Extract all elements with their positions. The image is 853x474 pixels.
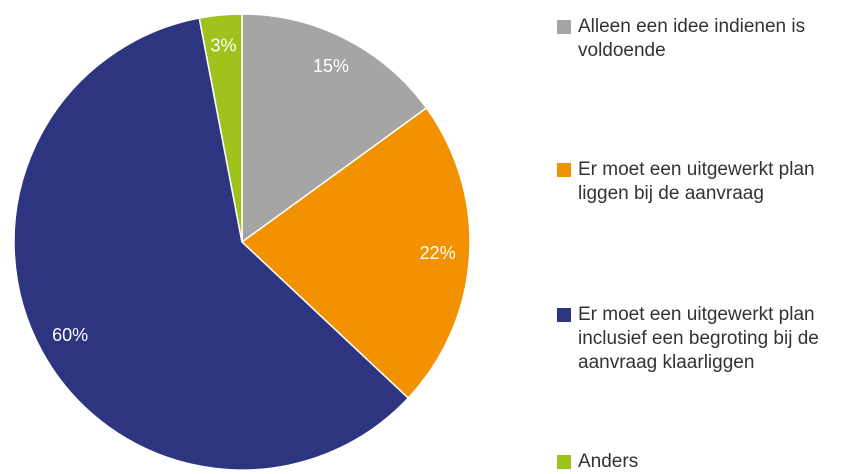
pie-label: 3% (211, 36, 237, 56)
pie-slice (241, 13, 428, 244)
pie-label: 15% (313, 56, 349, 76)
pie: 15% 22% 60% 3% (13, 13, 471, 471)
legend-item: Anders (557, 450, 849, 474)
pie-label: 22% (420, 243, 456, 263)
pie-slice (240, 106, 471, 400)
pie-label: 60% (52, 325, 88, 345)
legend-item: Er moet een uitgewerkt plan liggen bij d… (557, 158, 849, 206)
pie-slice (13, 17, 410, 471)
legend-label: Anders (578, 451, 639, 472)
legend-item: Alleen een idee indienen is voldoende (557, 15, 849, 63)
legend-swatch (557, 308, 571, 322)
pie-slice (198, 13, 243, 243)
legend-swatch (557, 20, 571, 34)
legend-swatch (557, 163, 571, 177)
legend-label: Alleen een idee indienen is voldoende (578, 16, 806, 61)
legend-swatch (557, 455, 571, 469)
legend-label: Er moet een uitgewerkt plan inclusief ee… (578, 304, 819, 373)
legend-label: Er moet een uitgewerkt plan liggen bij d… (578, 159, 815, 204)
legend-item: Er moet een uitgewerkt plan inclusief ee… (557, 303, 849, 375)
